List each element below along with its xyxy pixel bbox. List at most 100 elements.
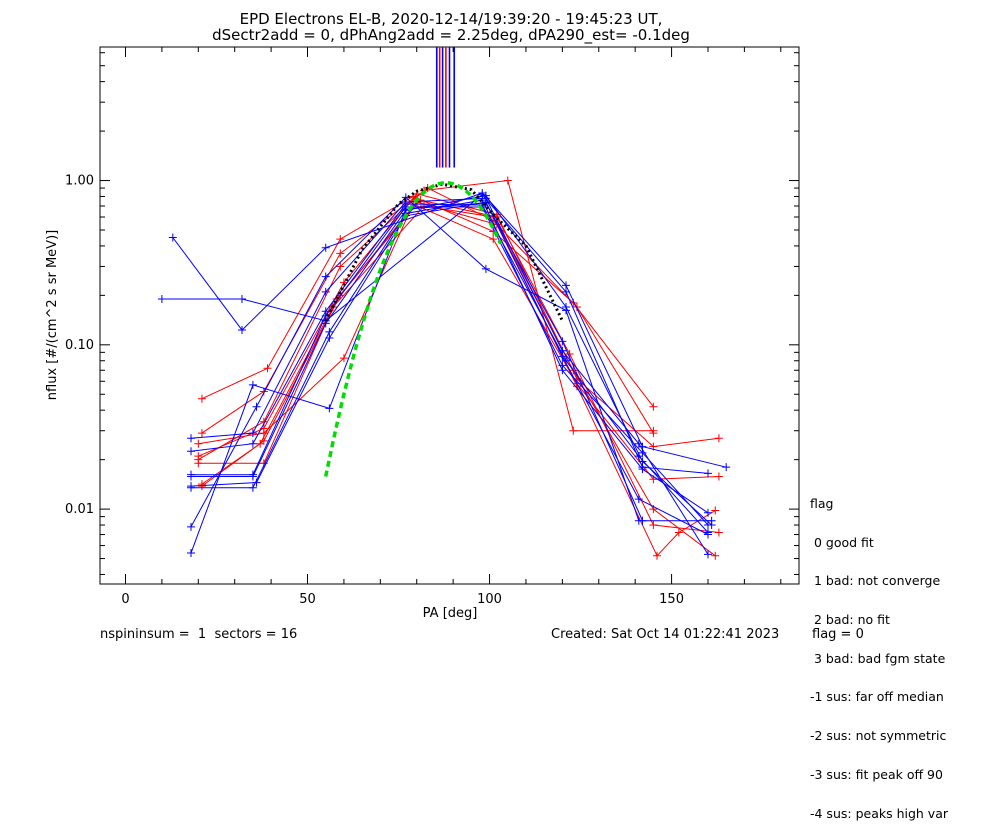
data-point-red [336, 235, 345, 244]
data-point-blue [248, 472, 257, 481]
series-line-red [201, 201, 716, 557]
data-point-red [649, 426, 658, 435]
fit-curves [323, 180, 564, 477]
data-point-blue [187, 434, 196, 443]
data-point-blue [638, 465, 647, 474]
data-point-blue [562, 302, 570, 311]
data-series [157, 176, 731, 560]
data-point-blue [481, 264, 490, 273]
series-line-blue [191, 199, 709, 514]
gaussian-fit-curve [323, 180, 503, 477]
x-tick-label: 50 [299, 592, 316, 607]
data-point-red [653, 551, 662, 560]
series-line-blue [191, 195, 712, 526]
axis-ticks [100, 47, 799, 584]
data-point-blue [722, 463, 731, 472]
data-point-blue [187, 447, 196, 456]
x-tick-label: 0 [121, 592, 129, 607]
data-point-red [714, 472, 723, 481]
footer-spin-info: nspininsum = 1 sectors = 16 [100, 627, 298, 642]
data-point-blue [157, 295, 166, 304]
data-point-red [569, 426, 578, 435]
footer-created: Created: Sat Oct 14 01:22:41 2023 [551, 627, 780, 642]
data-point-blue [248, 439, 257, 448]
legend-item: -2 sus: not symmetric [810, 728, 947, 744]
data-point-blue [703, 469, 712, 478]
data-point-red [649, 521, 658, 530]
data-point-blue [558, 366, 567, 375]
data-point-red [194, 452, 203, 461]
chart-title-line-2: dSectr2add = 0, dPhAng2add = 2.25deg, dP… [212, 26, 690, 45]
data-point-blue [703, 550, 712, 559]
data-point-red [503, 176, 512, 185]
data-point-red [714, 528, 723, 537]
x-tick-label: 100 [477, 592, 502, 607]
data-point-blue [248, 429, 257, 438]
legend-title: flag [810, 495, 834, 511]
legend-item: 0 good fit [810, 534, 874, 550]
series-line-blue [190, 203, 709, 533]
data-point-red [711, 551, 720, 560]
data-point-blue [321, 243, 330, 252]
data-point-blue [187, 482, 196, 491]
series-line-blue [161, 194, 709, 474]
data-point-red [336, 249, 345, 258]
legend-item: 1 bad: not converge [810, 573, 941, 589]
data-point-blue [638, 457, 647, 466]
data-point-blue [638, 516, 647, 525]
pitch-angle-chart: EPD Electrons EL-B, 2020-12-14/19:39:20 … [45, 10, 800, 621]
data-point-blue [558, 337, 567, 346]
y-axis-label: nflux [#/(cm^2 s sr MeV)] [45, 230, 60, 400]
data-point-red [194, 459, 203, 468]
data-point-red [197, 480, 206, 489]
legend-item: -1 sus: far off median [810, 689, 944, 705]
legend-item: -4 sus: peaks high var [810, 805, 949, 821]
flag-legend: flag 0 good fit 1 bad: not converge 2 ba… [810, 472, 948, 833]
data-point-blue [248, 380, 257, 389]
y-tick-label: 0.01 [65, 502, 94, 517]
y-tick-label: 1.00 [65, 174, 94, 189]
series-line-blue [190, 201, 709, 535]
data-point-blue [638, 448, 647, 457]
data-point-red [197, 394, 206, 403]
data-point-blue [703, 530, 712, 539]
data-point-blue [325, 334, 334, 343]
data-point-red [339, 354, 348, 363]
data-point-blue [325, 404, 334, 413]
data-point-red [259, 387, 268, 396]
data-point-blue [321, 287, 330, 296]
data-point-blue [634, 495, 643, 504]
legend-item: 2 bad: no fit [810, 611, 890, 627]
data-point-blue [248, 483, 257, 492]
data-point-blue [187, 549, 196, 558]
chart-title-line-1: EPD Electrons EL-B, 2020-12-14/19:39:20 … [240, 10, 663, 28]
y-tick-label: 0.10 [65, 338, 94, 353]
legend-item: -3 sus: fit peak off 90 [810, 766, 943, 782]
data-point-blue [481, 198, 490, 207]
data-point-blue [252, 402, 261, 411]
data-point-red [263, 364, 272, 373]
tick-labels: 0 50 100 150 0.01 0.10 1.00 [65, 174, 684, 607]
data-point-blue [703, 508, 712, 517]
x-tick-label: 150 [659, 592, 684, 607]
data-point-blue [168, 233, 177, 242]
data-point-red [336, 262, 345, 271]
footer-flag: flag = 0 [812, 627, 864, 642]
data-point-blue [562, 287, 570, 296]
legend-item: 3 bad: bad fgm state [810, 650, 946, 666]
data-point-red [197, 429, 206, 438]
series-line-red [201, 205, 716, 557]
data-point-red [256, 439, 265, 448]
data-point-blue [237, 326, 246, 335]
data-point-blue [237, 295, 246, 304]
top-markers [435, 47, 456, 168]
data-point-blue [634, 439, 643, 448]
data-point-blue [252, 478, 261, 487]
data-point-blue [707, 521, 716, 530]
data-point-blue [187, 472, 196, 481]
x-axis-label: PA [deg] [423, 606, 478, 621]
data-point-blue [187, 522, 196, 531]
data-point-red [489, 235, 498, 244]
data-point-blue [321, 272, 330, 281]
data-point-red [194, 439, 203, 448]
